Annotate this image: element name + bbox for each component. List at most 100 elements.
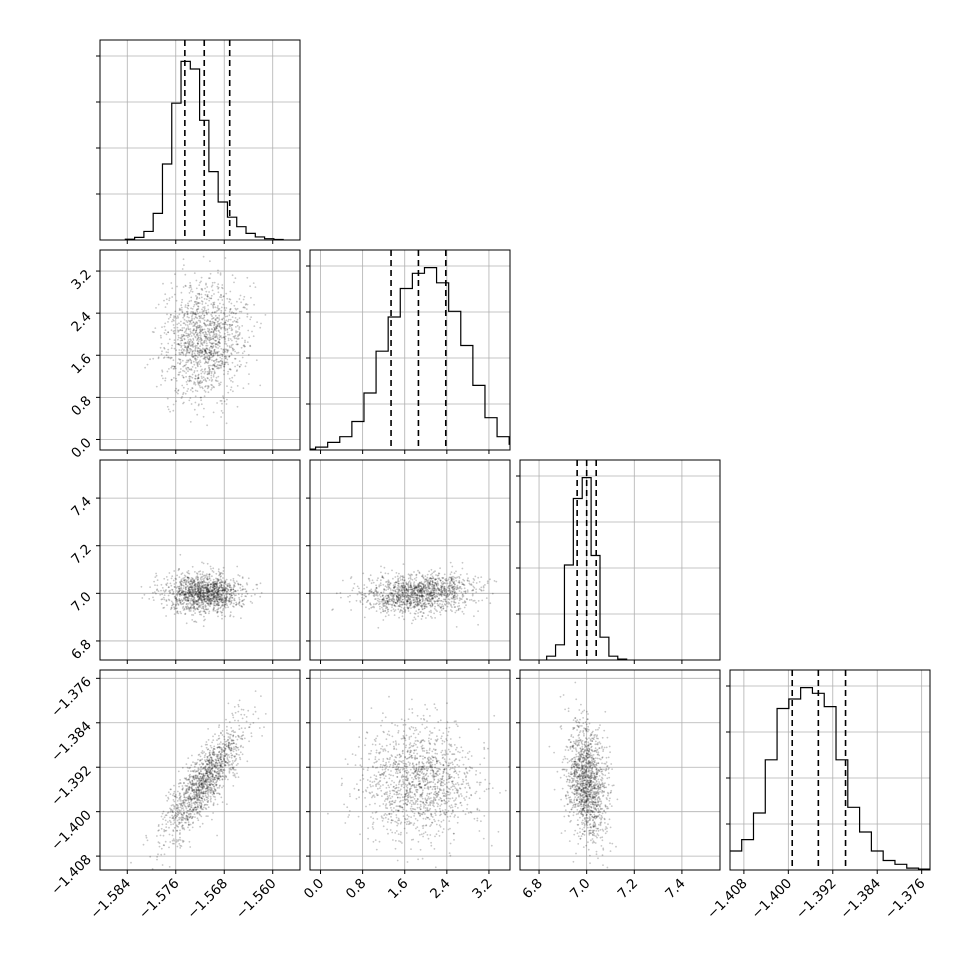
scatter-point xyxy=(397,578,399,581)
scatter-point xyxy=(400,601,402,603)
scatter-point xyxy=(223,312,226,314)
scatter-point xyxy=(163,591,166,593)
scatter-point xyxy=(226,588,229,591)
scatter-point xyxy=(445,596,448,599)
scatter-point xyxy=(173,826,176,829)
scatter-point xyxy=(196,349,199,352)
scatter-point xyxy=(450,578,453,581)
scatter-point xyxy=(185,785,188,787)
scatter-point xyxy=(202,588,205,590)
scatter-point xyxy=(210,353,213,356)
scatter-point xyxy=(402,582,405,585)
scatter-point xyxy=(175,581,178,584)
scatter-point xyxy=(221,318,224,321)
scatter-point xyxy=(441,591,444,594)
scatter-point xyxy=(232,742,235,744)
scatter-point xyxy=(451,585,453,588)
scatter-point xyxy=(412,601,415,604)
scatter-point xyxy=(204,779,207,781)
scatter-point xyxy=(180,589,182,592)
scatter-point xyxy=(185,788,188,791)
scatter-point xyxy=(454,577,457,579)
scatter-point xyxy=(237,593,240,596)
scatter-point xyxy=(229,596,232,599)
scatter-point xyxy=(187,594,190,597)
scatter-point xyxy=(205,772,207,775)
scatter-point xyxy=(420,591,422,594)
scatter-point xyxy=(206,578,209,581)
scatter-point xyxy=(193,585,196,587)
scatter-point xyxy=(215,583,218,585)
scatter-point xyxy=(250,316,253,318)
scatter-point xyxy=(204,391,207,393)
scatter-point xyxy=(426,576,429,579)
scatter-point xyxy=(188,787,191,790)
scatter-point xyxy=(412,589,414,592)
scatter-point xyxy=(196,590,199,593)
scatter-point xyxy=(199,598,202,601)
scatter-point xyxy=(190,380,193,382)
scatter-point xyxy=(401,589,403,592)
scatter-point xyxy=(373,593,376,596)
scatter-point xyxy=(202,606,205,609)
scatter-point xyxy=(191,788,194,791)
scatter-point xyxy=(240,310,243,313)
scatter-point xyxy=(227,764,230,767)
scatter-point xyxy=(230,386,233,389)
scatter-point xyxy=(218,591,221,594)
scatter-point xyxy=(397,582,400,585)
scatter-point xyxy=(397,593,399,595)
scatter-point xyxy=(220,410,223,412)
scatter-point xyxy=(390,592,393,595)
scatter-point xyxy=(209,597,211,600)
scatter-point xyxy=(175,816,177,819)
scatter-point xyxy=(223,776,226,778)
scatter-point xyxy=(222,397,225,400)
scatter-point xyxy=(210,590,212,593)
scatter-point xyxy=(210,330,213,333)
scatter-point xyxy=(177,782,180,785)
scatter-point xyxy=(449,576,452,579)
scatter-point xyxy=(413,588,416,591)
scatter-point xyxy=(210,783,213,786)
scatter-point xyxy=(203,593,205,596)
scatter-point xyxy=(375,610,378,612)
scatter-point xyxy=(197,585,200,588)
scatter-point xyxy=(230,302,233,305)
scatter-point xyxy=(220,594,223,597)
scatter-point xyxy=(192,591,195,594)
scatter-point xyxy=(182,402,184,405)
scatter-point xyxy=(441,585,444,587)
scatter-point xyxy=(417,615,420,618)
scatter-point xyxy=(424,580,427,583)
scatter-point xyxy=(198,326,201,329)
scatter-point xyxy=(398,603,401,606)
scatter-point xyxy=(230,588,232,591)
scatter-point xyxy=(179,324,182,326)
scatter-point xyxy=(373,603,375,605)
scatter-point xyxy=(208,328,211,331)
scatter-point xyxy=(432,587,435,589)
scatter-point xyxy=(189,590,192,593)
scatter-point xyxy=(230,327,233,329)
scatter-point xyxy=(450,578,453,580)
scatter-point xyxy=(210,353,213,355)
scatter-point xyxy=(199,316,202,319)
scatter-point xyxy=(187,600,190,603)
scatter-point xyxy=(196,811,199,814)
scatter-point xyxy=(405,596,407,599)
scatter-point xyxy=(169,591,172,594)
scatter-point xyxy=(233,755,236,758)
scatter-point xyxy=(253,303,256,306)
scatter-point xyxy=(222,588,225,591)
scatter-point xyxy=(463,579,466,582)
scatter-point xyxy=(184,597,187,600)
scatter-point xyxy=(220,593,223,596)
scatter-point xyxy=(203,407,205,410)
scatter-point xyxy=(186,605,189,607)
scatter-point xyxy=(189,284,192,287)
scatter-point xyxy=(442,598,445,601)
scatter-point xyxy=(404,589,406,592)
scatter-point xyxy=(433,593,435,596)
scatter-point xyxy=(177,591,180,594)
